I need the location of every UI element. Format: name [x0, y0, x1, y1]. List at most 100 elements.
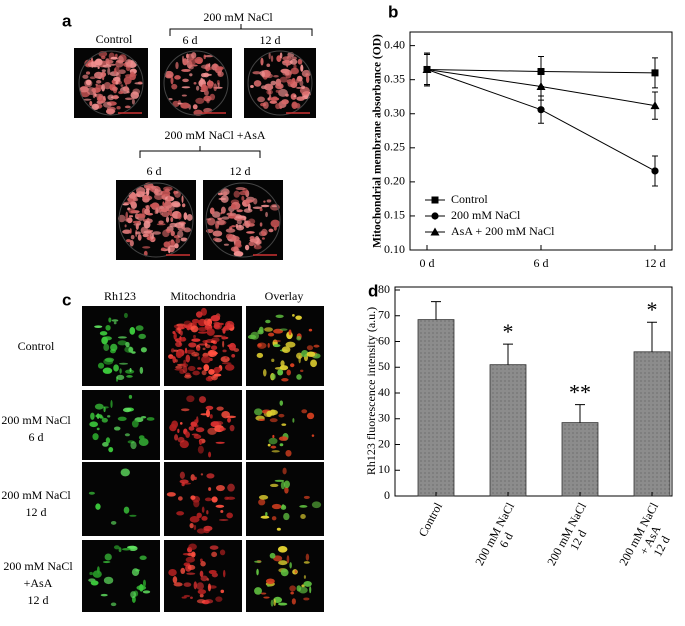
image-blob — [168, 568, 177, 577]
image-blob — [273, 74, 279, 78]
image-blob — [113, 67, 117, 75]
image-blob — [179, 330, 183, 336]
image-blob — [220, 356, 230, 363]
image-blob — [137, 234, 142, 241]
image-background — [82, 462, 160, 536]
image-blob — [110, 400, 113, 409]
image-blob — [170, 76, 174, 85]
image-blob — [301, 85, 306, 90]
image-blob — [151, 185, 156, 190]
micrograph — [160, 48, 232, 118]
image-blob — [205, 73, 213, 76]
y-tick-label: 60 — [378, 333, 390, 347]
image-blob — [210, 340, 216, 344]
image-blob — [102, 95, 106, 101]
image-blob — [131, 568, 140, 577]
image-blob — [174, 75, 181, 80]
image-blob — [261, 231, 265, 236]
image-blob — [83, 98, 92, 101]
image-blob — [211, 374, 218, 381]
image-blob — [142, 590, 151, 594]
image-blob — [279, 106, 283, 109]
image-blob — [145, 188, 150, 196]
image-blob — [259, 207, 263, 212]
image-blob — [112, 86, 118, 91]
image-blob — [175, 61, 179, 70]
image-blob — [198, 396, 207, 403]
image-blob — [163, 186, 173, 192]
image-blob — [277, 602, 288, 606]
image-blob — [280, 360, 285, 367]
image-blob — [270, 445, 277, 449]
image-blob — [199, 570, 204, 577]
image-blob — [89, 571, 93, 576]
image-blob — [265, 319, 271, 324]
image-blob — [215, 596, 223, 602]
image-blob — [191, 52, 197, 59]
image-blob — [284, 486, 289, 494]
image-blob — [211, 551, 218, 558]
image-blob — [270, 373, 276, 380]
image-blob — [164, 70, 174, 79]
image-blob — [90, 580, 99, 586]
image-blob — [205, 344, 211, 349]
image-blob — [286, 555, 290, 564]
image-blob — [273, 344, 281, 348]
image-blob — [95, 83, 98, 86]
image-blob — [176, 511, 185, 516]
image-blob — [117, 214, 126, 223]
micrograph — [246, 462, 324, 536]
image-blob — [102, 367, 113, 374]
bracket — [169, 24, 313, 36]
image-blob — [119, 368, 122, 374]
micrograph — [164, 462, 242, 536]
image-blob — [132, 220, 141, 224]
image-blob — [111, 319, 119, 322]
image-blob — [266, 584, 271, 587]
image-blob — [173, 332, 177, 340]
image-blob — [139, 555, 147, 561]
image-blob — [183, 582, 192, 587]
image-blob — [201, 83, 207, 92]
image-blob — [92, 65, 99, 68]
image-blob — [286, 369, 291, 376]
image-blob — [225, 233, 234, 240]
image-blob — [223, 325, 230, 330]
image-blob — [126, 239, 131, 243]
micrograph — [74, 48, 148, 118]
image-blob — [186, 213, 193, 221]
image-blob — [214, 420, 224, 426]
image-blob — [209, 414, 213, 419]
micrograph — [246, 540, 324, 612]
image-blob — [253, 80, 262, 87]
image-blob — [172, 100, 180, 107]
image-blob — [250, 84, 254, 88]
image-blob — [265, 211, 268, 218]
image-blob — [200, 77, 204, 85]
image-blob — [197, 356, 201, 361]
image-blob — [120, 84, 124, 87]
image-blob — [197, 589, 207, 595]
image-blob — [268, 52, 271, 60]
image-blob — [124, 105, 131, 109]
image-blob — [92, 91, 96, 99]
image-blob — [271, 450, 280, 453]
image-blob — [96, 79, 102, 84]
image-blob — [235, 224, 239, 228]
image-blob — [276, 527, 281, 531]
image-blob — [82, 74, 89, 79]
marker — [537, 106, 545, 114]
image-blob — [256, 352, 264, 358]
image-blob — [102, 64, 112, 68]
x-tick-label-group: Control — [415, 500, 445, 540]
image-blob — [113, 545, 120, 550]
image-blob — [196, 528, 206, 534]
image-blob — [274, 479, 285, 482]
image-blob — [98, 94, 102, 101]
image-blob — [264, 327, 273, 332]
image-blob — [113, 94, 119, 100]
image-blob — [123, 312, 128, 318]
image-blob — [186, 53, 189, 59]
image-blob — [173, 582, 183, 587]
